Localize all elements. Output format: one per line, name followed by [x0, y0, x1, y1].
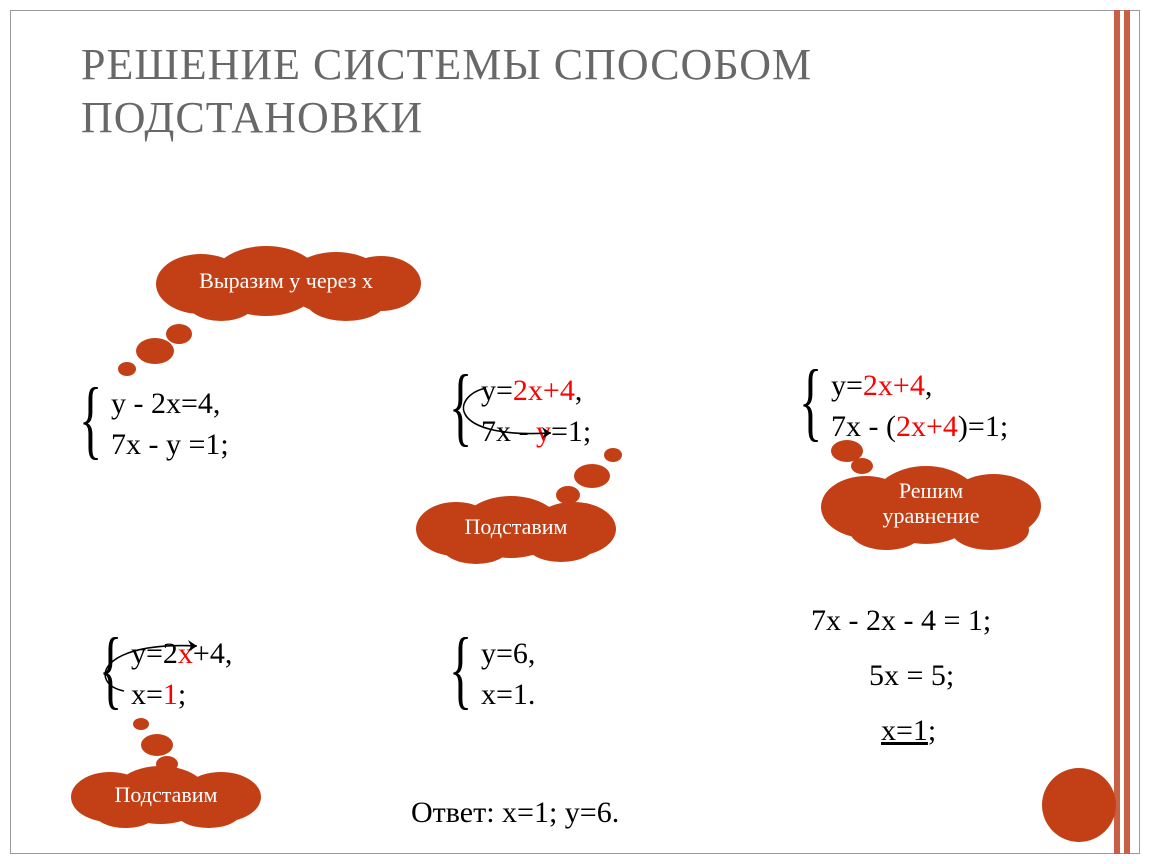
arrow-s4 — [89, 629, 269, 729]
s1-line1: у - 2х=4, — [111, 384, 229, 425]
s5-line1: у=6, — [481, 634, 535, 675]
corner-circle — [1042, 768, 1116, 842]
solve-step2: 5х = 5; — [869, 656, 954, 697]
s3-line2: 7х - (2х+4)=1; — [831, 407, 1008, 448]
brace-s5: { — [449, 619, 472, 720]
answer: Ответ: х=1; у=6. — [411, 796, 619, 830]
s3-line1: у=2х+4, — [831, 366, 1008, 407]
brace-s3: { — [799, 351, 822, 452]
side-rails — [1114, 10, 1132, 854]
cloud-solve-label: Решим уравнение — [821, 478, 1041, 529]
cloud-express-label: Выразим у через х — [156, 268, 416, 293]
cloud-solve: Решим уравнение — [821, 466, 1041, 546]
slide: РЕШЕНИЕ СИСТЕМЫ СПОСОБОМ ПОДСТАНОВКИ Выр… — [10, 10, 1140, 854]
solve-step1: 7х - 2х - 4 = 1; — [811, 601, 991, 642]
slide-title: РЕШЕНИЕ СИСТЕМЫ СПОСОБОМ ПОДСТАНОВКИ — [81, 39, 1041, 145]
cloud-subst2-label: Подставим — [71, 782, 261, 807]
cloud-subst1-label: Подставим — [416, 514, 616, 539]
system3: у=2х+4, 7х - (2х+4)=1; — [831, 366, 1008, 447]
cloud-subst1: Подставим — [416, 496, 616, 558]
solve-step3: х=1; — [881, 711, 936, 752]
s1-line2: 7х - у =1; — [111, 425, 229, 466]
cloud-subst2: Подставим — [71, 766, 261, 824]
system1: у - 2х=4, 7х - у =1; — [111, 384, 229, 465]
system5: у=6, х=1. — [481, 634, 535, 715]
s5-line2: х=1. — [481, 675, 535, 716]
brace-s1: { — [79, 369, 102, 470]
cloud-express: Выразим у через х — [156, 246, 416, 316]
